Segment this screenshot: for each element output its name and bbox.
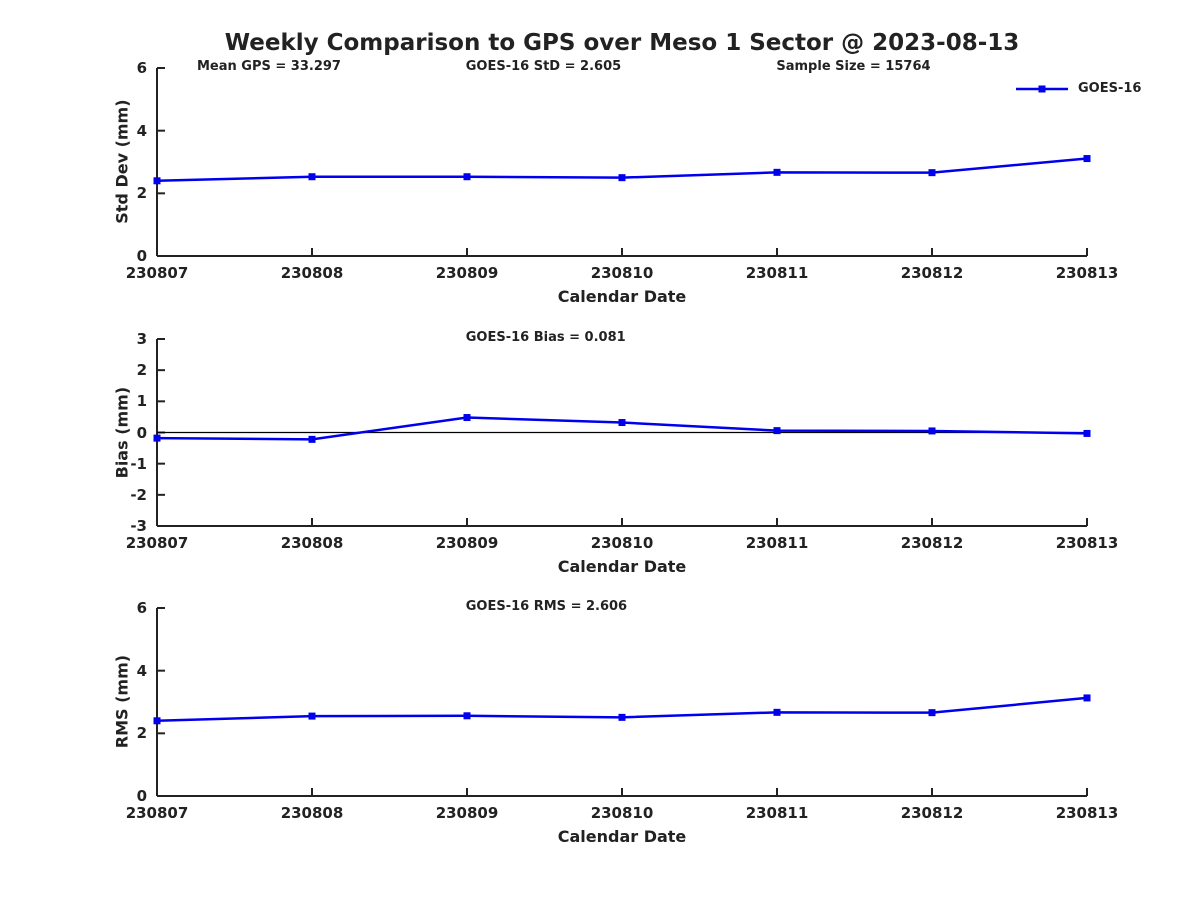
data-point-marker xyxy=(463,173,471,181)
annotation: Mean GPS = 33.297 xyxy=(196,59,341,74)
legend-marker xyxy=(1038,85,1046,93)
data-point-marker xyxy=(773,427,781,435)
y-tick-label: 2 xyxy=(136,184,147,203)
y-axis-label: RMS (mm) xyxy=(112,654,132,749)
x-tick-label: 230809 xyxy=(435,804,499,822)
data-point-marker xyxy=(308,435,316,443)
legend-label: GOES-16 xyxy=(1078,81,1142,96)
annotation: GOES-16 StD = 2.605 xyxy=(465,59,622,74)
x-tick-label: 230812 xyxy=(900,804,964,822)
data-point-marker xyxy=(463,414,471,422)
x-axis-label: Calendar Date xyxy=(557,827,687,846)
y-tick-label: 4 xyxy=(136,661,147,680)
x-tick-label: 230811 xyxy=(745,264,809,282)
annotation: GOES-16 RMS = 2.606 xyxy=(465,599,628,614)
y-tick-label: 6 xyxy=(136,599,147,617)
y-tick-label: 2 xyxy=(136,724,147,743)
x-tick-label: 230808 xyxy=(280,534,344,552)
data-point-marker xyxy=(618,713,626,721)
data-point-marker xyxy=(1083,694,1091,702)
x-tick-label: 230807 xyxy=(125,804,189,822)
data-point-marker xyxy=(928,427,936,435)
y-tick-label: -3 xyxy=(130,517,147,535)
x-tick-label: 230809 xyxy=(435,534,499,552)
x-tick-label: 230808 xyxy=(280,264,344,282)
data-point-marker xyxy=(308,712,316,720)
data-point-marker xyxy=(618,174,626,182)
y-tick-label: 4 xyxy=(136,121,147,140)
data-point-marker xyxy=(153,717,161,725)
annotation: GOES-16 Bias = 0.081 xyxy=(465,330,626,345)
x-tick-label: 230810 xyxy=(590,264,654,282)
data-point-marker xyxy=(1083,429,1091,437)
data-point-marker xyxy=(773,168,781,176)
x-tick-label: 230813 xyxy=(1055,534,1119,552)
annotation: Sample Size = 15764 xyxy=(776,59,931,74)
y-tick-label: 0 xyxy=(136,787,147,805)
data-point-marker xyxy=(153,177,161,185)
y-tick-label: 3 xyxy=(136,330,147,348)
x-tick-label: 230808 xyxy=(280,804,344,822)
data-point-marker xyxy=(308,173,316,181)
y-tick-label: 0 xyxy=(136,423,147,442)
y-axis-label: Std Dev (mm) xyxy=(112,99,132,224)
data-point-marker xyxy=(463,712,471,720)
x-axis-label: Calendar Date xyxy=(557,557,687,576)
y-tick-label: 0 xyxy=(136,247,147,265)
chart-title: Weekly Comparison to GPS over Meso 1 Sec… xyxy=(224,30,1020,56)
x-tick-label: 230807 xyxy=(125,264,189,282)
x-axis-label: Calendar Date xyxy=(557,287,687,306)
data-point-marker xyxy=(928,169,936,177)
x-tick-label: 230811 xyxy=(745,534,809,552)
y-tick-label: 2 xyxy=(136,361,147,380)
data-point-marker xyxy=(928,709,936,717)
x-tick-label: 230812 xyxy=(900,534,964,552)
y-tick-label: -1 xyxy=(130,454,147,473)
x-tick-label: 230810 xyxy=(590,534,654,552)
data-point-marker xyxy=(1083,155,1091,163)
x-tick-label: 230809 xyxy=(435,264,499,282)
data-point-marker xyxy=(773,708,781,716)
y-tick-label: 6 xyxy=(136,59,147,77)
x-tick-label: 230807 xyxy=(125,534,189,552)
y-tick-label: -2 xyxy=(130,485,147,504)
x-tick-label: 230812 xyxy=(900,264,964,282)
x-tick-label: 230813 xyxy=(1055,264,1119,282)
x-tick-label: 230810 xyxy=(590,804,654,822)
x-tick-label: 230813 xyxy=(1055,804,1119,822)
data-point-marker xyxy=(618,419,626,427)
y-tick-label: 1 xyxy=(136,392,147,411)
data-point-marker xyxy=(153,434,161,442)
y-axis-label: Bias (mm) xyxy=(112,386,132,478)
x-tick-label: 230811 xyxy=(745,804,809,822)
